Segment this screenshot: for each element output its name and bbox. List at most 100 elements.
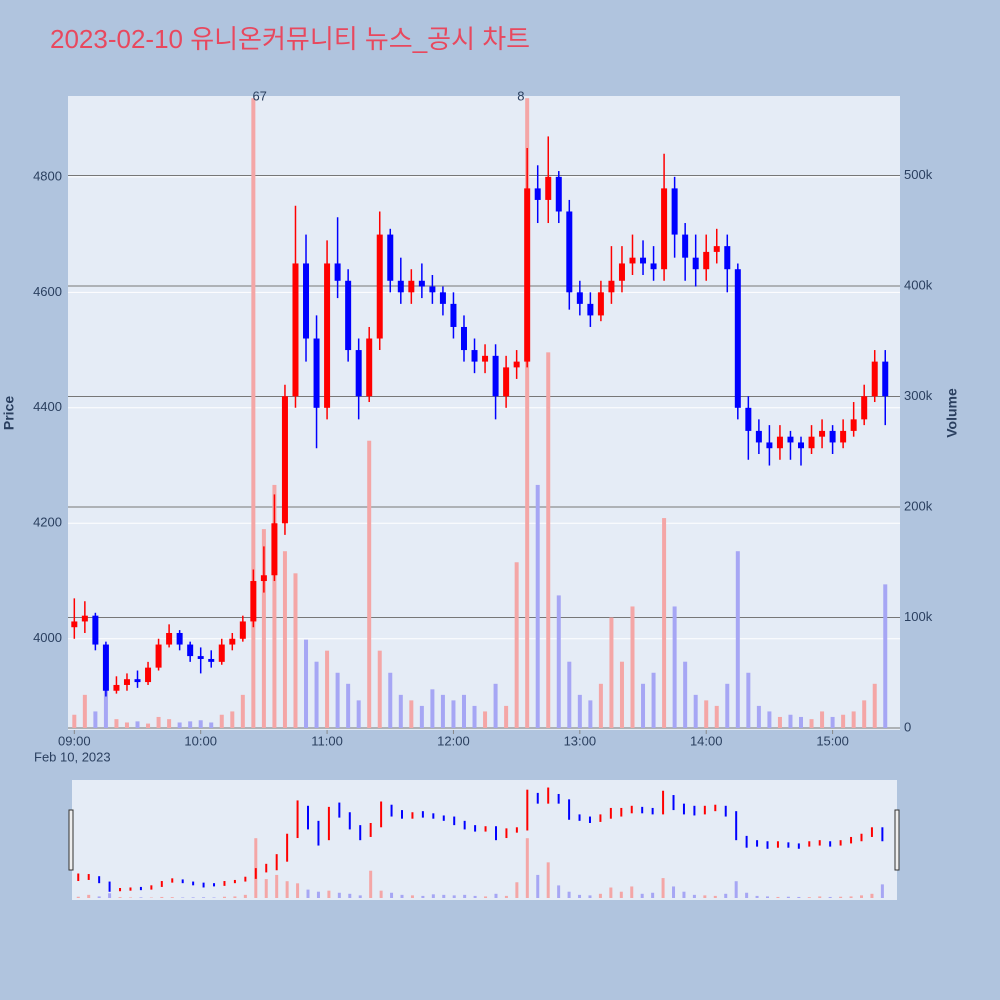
slider-volume-bar xyxy=(609,887,613,898)
candle-body xyxy=(418,280,425,287)
slider-volume-bar xyxy=(713,895,717,898)
candle-body xyxy=(113,684,120,691)
volume-bar xyxy=(272,484,277,728)
range-slider[interactable] xyxy=(72,780,897,900)
volume-bar xyxy=(872,683,877,728)
volume-bar xyxy=(546,352,551,728)
slider-volume-bar xyxy=(139,897,143,898)
candle-body xyxy=(397,280,404,293)
y2-tick-label: 100k xyxy=(904,609,933,624)
volume-bar xyxy=(777,716,782,728)
candle-body xyxy=(513,361,520,368)
y-tick-label: 4200 xyxy=(33,515,62,530)
volume-bar xyxy=(535,484,540,728)
volume-bar xyxy=(325,650,330,728)
slider-volume-bar xyxy=(880,884,884,898)
slider-volume-bar xyxy=(264,879,268,898)
candle-body xyxy=(682,234,689,258)
candle-body xyxy=(745,407,752,431)
slider-volume-bar xyxy=(108,893,112,898)
candle-body xyxy=(829,430,836,443)
volume-bar xyxy=(714,705,719,728)
volume-bar xyxy=(304,639,309,728)
slider-volume-bar xyxy=(672,886,676,898)
volume-bar xyxy=(198,720,203,728)
slider-volume-bar xyxy=(630,886,634,898)
candle-body xyxy=(734,269,741,408)
volume-bar xyxy=(746,672,751,728)
slider-volume-bar xyxy=(724,893,728,898)
y-tick-label: 4600 xyxy=(33,284,62,299)
slider-volume-bar xyxy=(296,883,300,898)
candle-body xyxy=(766,442,773,449)
volume-bar xyxy=(377,650,382,728)
volume-bar xyxy=(440,694,445,728)
candle-body xyxy=(471,350,478,362)
candle-body xyxy=(366,338,373,397)
slider-volume-bar xyxy=(233,896,237,898)
candle-body xyxy=(861,396,868,420)
candle-body xyxy=(376,234,383,339)
volume-bar xyxy=(388,672,393,728)
volume-bar xyxy=(146,723,151,728)
slider-handle[interactable] xyxy=(68,809,74,871)
candle-body xyxy=(503,367,510,397)
annotation: 67 xyxy=(252,88,266,103)
candle-body xyxy=(703,251,710,270)
volume-bar xyxy=(588,700,593,728)
slider-volume-bar xyxy=(525,838,529,898)
volume-bar xyxy=(788,714,793,728)
y-tick-label: 4400 xyxy=(33,399,62,414)
slider-volume-bar xyxy=(870,893,874,898)
candle-body xyxy=(123,679,130,685)
volume-bar xyxy=(240,694,245,728)
candle-body xyxy=(102,644,109,691)
slider-volume-bar xyxy=(515,882,519,898)
volume-bar xyxy=(230,711,235,728)
y2-tick-label: 300k xyxy=(904,388,933,403)
candle-body xyxy=(787,436,794,443)
volume-bar xyxy=(735,551,740,728)
y2-tick-label: 400k xyxy=(904,277,933,292)
volume-bar xyxy=(841,714,846,728)
candle-body xyxy=(524,188,531,362)
y-tick-label: 4000 xyxy=(33,630,62,645)
slider-volume-bar xyxy=(243,894,247,898)
candle-body xyxy=(450,303,457,327)
volume-bar xyxy=(251,98,256,729)
slider-volume-bar xyxy=(536,874,540,898)
x-tick-label: 10:00 xyxy=(184,733,217,748)
slider-volume-bar xyxy=(484,896,488,898)
volume-bar xyxy=(883,584,888,728)
slider-volume-bar xyxy=(651,892,655,898)
slider-volume-bar xyxy=(202,897,206,898)
candle-body xyxy=(218,644,225,662)
candle-body xyxy=(776,436,783,449)
slider-volume-bar xyxy=(442,894,446,898)
volume-bar xyxy=(598,683,603,728)
candle-body xyxy=(387,234,394,281)
volume-bar xyxy=(556,595,561,728)
candle-body xyxy=(187,644,194,657)
slider-handle[interactable] xyxy=(894,809,900,871)
volume-bar xyxy=(103,678,108,728)
volume-bar xyxy=(93,711,98,728)
candle-body xyxy=(408,280,415,293)
volume-bar xyxy=(409,700,414,728)
volume-bar xyxy=(346,683,351,728)
y-tick-label: 4800 xyxy=(33,168,62,183)
slider-volume-bar xyxy=(254,838,258,898)
x-date-label: Feb 10, 2023 xyxy=(34,749,111,764)
candle-body xyxy=(260,575,267,582)
volume-bar xyxy=(398,694,403,728)
candle-body xyxy=(345,280,352,351)
slider-volume-bar xyxy=(619,891,623,898)
volume-bar xyxy=(641,683,646,728)
candle-body xyxy=(281,396,288,524)
chart-title: 2023-02-10 유니온커뮤니티 뉴스_공시 차트 xyxy=(50,24,530,54)
candle-body xyxy=(250,581,257,622)
x-tick-label: 14:00 xyxy=(690,733,723,748)
candle-body xyxy=(692,257,699,270)
slider-volume-bar xyxy=(692,894,696,898)
